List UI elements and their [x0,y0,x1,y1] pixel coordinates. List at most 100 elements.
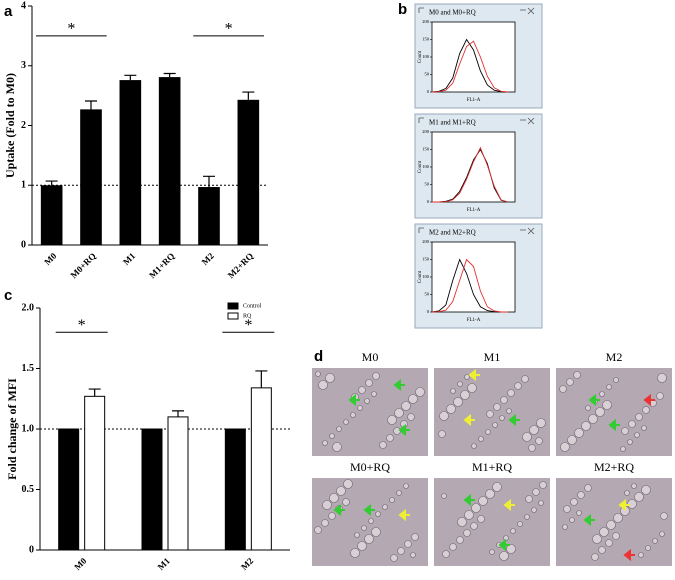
histogram-line [431,258,509,313]
cell [371,527,381,537]
cell [514,382,522,390]
y-tick-label: 4 [21,0,26,11]
cell [386,434,394,442]
cell [529,425,539,435]
x-axis-label: FL1-A [467,208,481,213]
cell [478,496,488,506]
cell [325,373,335,383]
bar [237,99,260,246]
cell [364,534,374,544]
cell [456,536,464,544]
y-axis-label: Count [418,50,423,63]
y-tick-label: 50 [425,72,430,77]
x-axis-label: FL1-A [467,318,481,323]
histogram-line [431,40,509,93]
cell [390,554,398,562]
cell [442,550,450,558]
cell [598,546,606,554]
y-tick-label: 200 [422,239,430,244]
panel-label: d [314,348,323,365]
cell [342,498,350,506]
cell [314,526,322,534]
micrograph-label: M1+RQ [472,460,512,474]
arrow [623,548,635,562]
y-tick-label: 200 [422,129,430,134]
x-tick-label: M1+RQ [147,251,176,280]
bar [40,185,63,245]
significance-label: * [244,317,252,334]
cell [606,520,616,530]
plot-title: M1 and M1+RQ [429,119,476,127]
cell [573,371,581,379]
x-tick-label: M1 [121,250,138,267]
bar [158,77,181,245]
arrow [643,393,655,407]
cell [569,517,575,523]
y-tick-label: 1 [21,180,26,191]
significance-label: * [225,21,233,38]
cell [464,510,474,520]
cell [329,433,335,439]
y-tick-label: 100 [422,274,430,279]
cell [532,488,540,496]
arrow [498,538,510,552]
arrow [398,508,410,522]
cell [372,372,380,380]
cell [576,510,582,516]
cell [457,381,463,387]
cell [329,493,339,503]
cell [599,391,605,397]
cell [318,380,328,390]
cell [652,538,658,544]
y-tick-label: 150 [422,37,430,42]
panel-label: c [4,287,12,304]
legend-swatch [227,312,239,320]
cell [492,422,498,428]
error-bar [203,175,215,188]
cell [493,403,501,411]
cell [463,529,471,537]
cell [642,406,650,414]
plot-title: M0 and M0+RQ [429,9,476,17]
histogram-line [431,38,509,93]
cell [375,511,381,517]
cell [450,388,456,394]
cell [397,547,405,555]
y-tick-label: 200 [422,19,430,24]
cell [394,408,404,418]
cell [350,548,360,558]
bar [167,416,189,551]
cell [659,531,665,537]
arrow [468,368,480,382]
cell [364,398,370,404]
arrow [588,393,600,407]
arrow [398,423,410,437]
y-tick-label: 3 [21,60,26,71]
bar [224,428,246,551]
micrograph-label: M0 [362,350,379,364]
y-tick-label: 0 [29,544,34,555]
micrograph-label: M2+RQ [594,460,634,474]
cell [517,521,523,527]
cell [382,504,388,510]
histogram-line [432,146,509,203]
x-axis-label: FL1-A [467,98,481,103]
cell [585,405,591,411]
cell [489,549,495,555]
y-tick-label: 0.5 [22,484,35,495]
y-axis-label: Count [418,160,423,173]
cell [635,413,643,421]
cell [485,489,495,499]
cell [357,405,363,411]
cell [408,394,418,404]
histogram-line [431,258,509,313]
cell [460,390,470,400]
cell [605,539,613,547]
y-axis-label: Count [418,270,423,283]
cell [627,439,633,445]
cell [457,517,467,527]
cell [499,415,505,421]
cell [500,396,508,404]
cell [470,522,478,530]
y-tick-label: 150 [422,257,430,262]
